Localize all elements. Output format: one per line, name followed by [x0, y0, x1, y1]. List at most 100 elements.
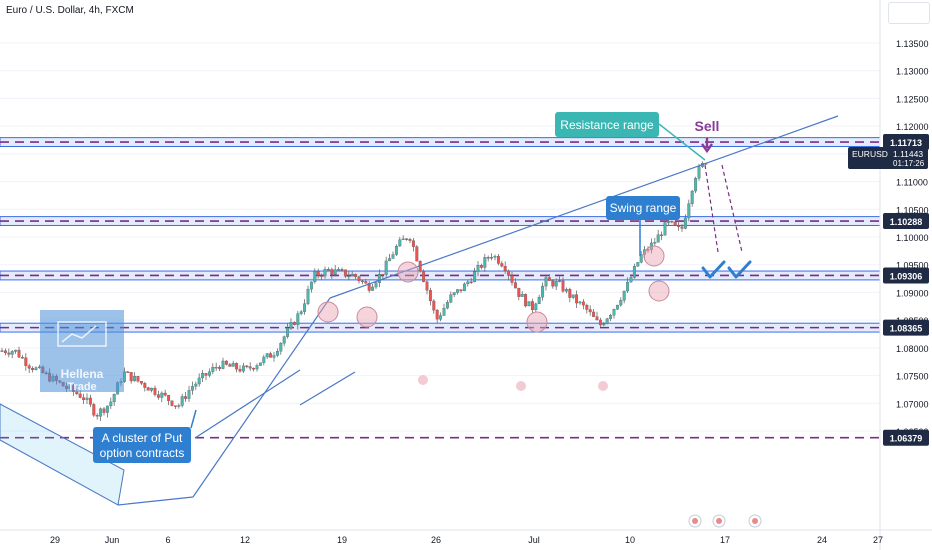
- candle-bull: [558, 280, 562, 282]
- candle-bear: [568, 289, 572, 298]
- candle-bear: [153, 387, 157, 395]
- candle-bull: [439, 315, 443, 320]
- candle-bear: [139, 381, 143, 384]
- down-arrow-icon: [701, 138, 713, 154]
- candle-bull: [462, 283, 466, 292]
- candle-bull: [282, 336, 286, 344]
- candle-bull: [187, 390, 191, 399]
- candle-bull: [388, 258, 392, 262]
- candle-bear: [20, 357, 24, 359]
- candle-bull: [541, 285, 545, 298]
- level-price-tag: [883, 267, 929, 284]
- swing-callout: [606, 196, 680, 220]
- candle-bull: [493, 256, 497, 258]
- candle-bull: [306, 288, 310, 304]
- candle-bull: [537, 297, 541, 305]
- x-tick-label: 17: [720, 535, 730, 545]
- candle-bear: [547, 277, 551, 281]
- candle-bear: [102, 408, 106, 413]
- candle-bear: [146, 387, 150, 391]
- level-price-tag: [883, 134, 929, 151]
- candle-bull: [554, 281, 558, 287]
- candle-bear: [24, 357, 28, 366]
- watermark-logo: [40, 310, 124, 392]
- y-tick-label: 1.10000: [896, 233, 929, 243]
- candle-bear: [670, 220, 674, 223]
- candle-bull: [333, 269, 337, 275]
- highlight-circle-small: [418, 375, 428, 385]
- candle-bull: [194, 383, 198, 387]
- candle-bull: [687, 203, 691, 219]
- candle-bull: [309, 281, 313, 290]
- candle-bull: [258, 362, 262, 366]
- candle-bull: [391, 254, 395, 259]
- y-tick-label: 1.12000: [896, 122, 929, 132]
- candle-bull: [177, 405, 181, 407]
- candle-bear: [592, 311, 596, 317]
- candle-bear: [136, 376, 140, 382]
- y-tick-label: 1.13000: [896, 67, 929, 77]
- candle-bear: [459, 289, 463, 292]
- y-tick-label: 1.09000: [896, 288, 929, 298]
- level-price-label: 1.11713: [890, 138, 922, 148]
- highlight-circle: [317, 301, 339, 323]
- highlight-circle-small: [598, 381, 608, 391]
- candle-bull: [456, 289, 460, 293]
- candle-bull: [289, 322, 293, 329]
- highlight-circle: [648, 280, 670, 302]
- candle-bear: [411, 240, 415, 247]
- x-tick-label: 29: [50, 535, 60, 545]
- candle-bull: [571, 294, 575, 298]
- level-price-label: 1.06379: [890, 434, 923, 444]
- candle-bear: [238, 368, 242, 372]
- candle-bull: [99, 408, 103, 417]
- candle-bear: [561, 280, 565, 292]
- candle-bear: [646, 249, 650, 251]
- candle-bear: [17, 349, 21, 358]
- candle-bull: [377, 274, 381, 283]
- resistance-label: Resistance range: [560, 118, 654, 132]
- candle-bull: [401, 238, 405, 240]
- x-tick-label: 24: [817, 535, 827, 545]
- candle-bear: [524, 294, 528, 307]
- channel-lower: [192, 297, 331, 498]
- candle-bear: [126, 371, 130, 373]
- candle-bear: [408, 238, 412, 241]
- candle-bear: [496, 256, 500, 264]
- y-tick-label: 1.10500: [896, 205, 929, 215]
- candle-bull: [262, 356, 266, 363]
- candle-bull: [350, 274, 354, 277]
- candle-bull: [347, 275, 351, 278]
- candle-bear: [422, 270, 426, 282]
- level-price-tag: [883, 213, 929, 230]
- y-tick-label: 1.09500: [896, 261, 929, 271]
- y-tick-label: 1.07500: [896, 372, 929, 382]
- candle-bear: [320, 275, 324, 277]
- candle-bull: [483, 257, 487, 268]
- candle-bull: [313, 271, 317, 283]
- candle-bear: [513, 282, 517, 289]
- candle-bear: [575, 294, 579, 304]
- candle-bear: [405, 238, 409, 240]
- watermark-text: Hellena: [61, 367, 104, 381]
- candle-bull: [374, 282, 378, 288]
- candle-bull: [303, 303, 307, 312]
- candle-bear: [364, 281, 368, 284]
- highlight-circle: [643, 245, 665, 267]
- candle-bear: [95, 415, 99, 417]
- top-right-box[interactable]: [888, 2, 930, 24]
- countdown-label: 01:17:26: [893, 159, 925, 168]
- candle-bull: [690, 190, 694, 204]
- candle-bull: [636, 262, 640, 267]
- candle-bull: [449, 294, 453, 303]
- candle-bull: [564, 289, 568, 292]
- candle-bear: [595, 316, 599, 321]
- candle-bull: [544, 277, 548, 287]
- overlays: Sell Resistance range Swing range A cluster…: [0, 112, 839, 528]
- trendline-upper: [329, 115, 839, 299]
- candle-bear: [248, 366, 252, 369]
- candle-bull: [197, 377, 201, 385]
- candle-bull: [272, 355, 276, 358]
- candle-bear: [432, 300, 436, 311]
